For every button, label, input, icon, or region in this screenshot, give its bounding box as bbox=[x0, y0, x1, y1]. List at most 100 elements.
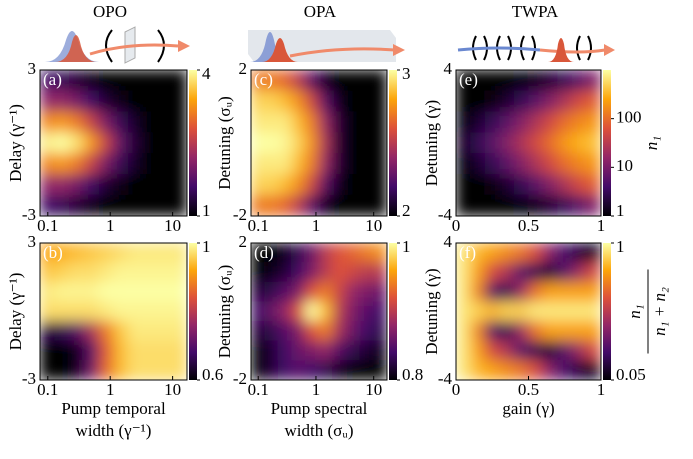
heatmap-cell bbox=[83, 90, 100, 113]
heatmap-cell bbox=[318, 301, 333, 322]
heatmap-cell bbox=[264, 173, 279, 196]
heatmap-cell bbox=[172, 132, 187, 154]
heatmap-cell bbox=[157, 360, 173, 380]
heatmap-cell bbox=[318, 340, 333, 361]
heatmap-cell bbox=[98, 111, 114, 133]
heatmap-cell bbox=[40, 111, 55, 133]
heatmap-cell bbox=[264, 320, 279, 342]
heatmap-cell bbox=[40, 360, 55, 380]
x-axis-label: width (σᵤ) bbox=[284, 421, 353, 440]
heatmap-cell bbox=[513, 111, 529, 133]
heatmap-cell bbox=[332, 301, 347, 322]
heatmap-cell bbox=[251, 132, 265, 154]
colorbar bbox=[389, 243, 397, 380]
heatmap-cell bbox=[113, 340, 129, 361]
column-title: OPO bbox=[93, 2, 127, 21]
colorbar-tick-label: 1 bbox=[616, 201, 625, 220]
heatmap-cell bbox=[277, 132, 293, 154]
heatmap-cell bbox=[484, 90, 500, 113]
heatmap-cell bbox=[359, 90, 374, 113]
heatmap-cell bbox=[172, 360, 187, 380]
heatmap-cell bbox=[373, 153, 387, 175]
panel-label: (e) bbox=[459, 70, 478, 89]
heatmap-cell bbox=[557, 262, 573, 283]
colorbar bbox=[189, 243, 197, 380]
heatmap-cell bbox=[172, 320, 187, 342]
heatmap-cell bbox=[571, 132, 587, 154]
heatmap-cell bbox=[305, 132, 320, 154]
heatmap-cell bbox=[456, 281, 471, 303]
heatmap-cell bbox=[54, 194, 70, 216]
heatmap-cell bbox=[113, 153, 129, 175]
heatmap-cell bbox=[69, 90, 85, 113]
heatmap-cell bbox=[127, 281, 144, 303]
y-tick-label: 2 bbox=[239, 232, 248, 251]
heatmap-cell bbox=[142, 301, 158, 322]
heatmap-cell bbox=[277, 111, 293, 133]
heatmap-cell bbox=[305, 281, 320, 303]
opo-schematic bbox=[45, 26, 190, 64]
heatmap-cell bbox=[98, 194, 114, 216]
heatmap-cell bbox=[586, 111, 601, 133]
x-axis-label: width (γ⁻¹) bbox=[76, 421, 152, 440]
heatmap-cell bbox=[172, 173, 187, 196]
heatmap-cell bbox=[172, 153, 187, 175]
heatmap-cell bbox=[127, 194, 144, 216]
heatmap-cell bbox=[251, 262, 265, 283]
heatmap-cell bbox=[332, 132, 347, 154]
heatmap-cell bbox=[113, 243, 129, 263]
heatmap-cell bbox=[318, 111, 333, 133]
heatmap-cell bbox=[291, 262, 306, 283]
plot-frame bbox=[39, 69, 188, 217]
heatmap-cell bbox=[305, 90, 320, 113]
heatmap-cell bbox=[513, 262, 529, 283]
heatmap-cell bbox=[98, 132, 114, 154]
colorbar bbox=[603, 243, 611, 380]
heatmap-cell bbox=[586, 262, 601, 283]
column-title: TWPA bbox=[512, 2, 559, 21]
heatmap-cell bbox=[305, 194, 320, 216]
heatmap-cell bbox=[113, 173, 129, 196]
heatmap-cell bbox=[318, 194, 333, 216]
heatmap-cell bbox=[318, 360, 333, 380]
heatmap-cell bbox=[557, 194, 573, 216]
heatmap-cell bbox=[157, 132, 173, 154]
heatmap-cell bbox=[373, 301, 387, 322]
colorbar-tick-label: 0.6 bbox=[202, 365, 223, 384]
heatmap-cell bbox=[264, 90, 279, 113]
heatmap-cell bbox=[305, 153, 320, 175]
heatmap-cell bbox=[54, 301, 70, 322]
heatmap-cell bbox=[83, 301, 100, 322]
heatmap-cell bbox=[557, 132, 573, 154]
heatmap-cell bbox=[528, 262, 544, 283]
heatmap-cell bbox=[484, 360, 500, 380]
heatmap-cell bbox=[83, 262, 100, 283]
heatmap-cell bbox=[69, 320, 85, 342]
heatmap-cell bbox=[345, 262, 361, 283]
heatmap-cell bbox=[113, 90, 129, 113]
heatmap-cell bbox=[40, 320, 55, 342]
x-tick-label: 10 bbox=[365, 380, 382, 399]
heatmap-cell bbox=[571, 262, 587, 283]
heatmap-cell bbox=[127, 132, 144, 154]
colorbar-tick-label: 1 bbox=[202, 201, 211, 220]
heatmap-cell bbox=[513, 360, 529, 380]
colorbar-tick-label: 4 bbox=[202, 64, 211, 83]
heatmap-cell bbox=[456, 111, 471, 133]
heatmap-cell bbox=[557, 173, 573, 196]
heatmap-cell bbox=[528, 111, 544, 133]
heatmap-cell bbox=[571, 360, 587, 380]
heatmap-cell bbox=[542, 70, 558, 92]
heatmap-cell bbox=[291, 153, 306, 175]
y-axis-label: Delay (γ⁻¹) bbox=[6, 273, 25, 351]
heatmap-cell bbox=[542, 340, 558, 361]
heatmap-cell bbox=[172, 262, 187, 283]
heatmap-cell bbox=[332, 262, 347, 283]
heatmap-cell bbox=[157, 111, 173, 133]
heatmap-cell bbox=[484, 320, 500, 342]
heatmap-cell bbox=[586, 132, 601, 154]
heatmap-cell bbox=[332, 70, 347, 92]
heatmap-cell bbox=[456, 243, 471, 263]
heatmap-cell bbox=[586, 173, 601, 196]
colorbar-tick-label: 0.05 bbox=[616, 365, 646, 384]
